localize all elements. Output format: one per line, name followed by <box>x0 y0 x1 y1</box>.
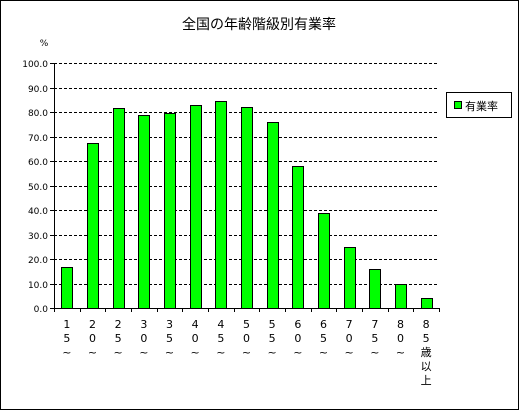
x-tick-label: 45~ <box>216 318 225 359</box>
bar-70~ <box>344 247 356 309</box>
x-tick-char: ~ <box>114 346 123 359</box>
x-tick-char: 5 <box>63 332 70 345</box>
x-tick-char: 5 <box>269 332 276 345</box>
x-tick-char: 歳 <box>421 346 432 359</box>
x-tick-char: 0 <box>89 332 96 345</box>
x-tick-char: 5 <box>320 332 327 345</box>
y-axis-ticks: 0.0 10.0 20.0 30.0 40.0 50.0 60.0 70.0 80.0 90.0 1… <box>22 60 54 315</box>
x-tick-char: 8 <box>423 318 430 331</box>
x-tick-label: 55~ <box>268 318 277 359</box>
x-tick-char: 5 <box>115 332 122 345</box>
bar-80~ <box>395 284 407 309</box>
x-tick-label: 80~ <box>396 318 405 359</box>
legend: 有業率 <box>446 92 512 118</box>
x-tick-char: 4 <box>192 318 199 331</box>
x-tick-char: 5 <box>243 318 250 331</box>
bar-45~ <box>215 101 227 309</box>
legend-swatch <box>454 101 462 109</box>
x-axis-ticks: 15~20~25~30~35~40~45~50~55~60~65~70~75~8… <box>54 308 440 387</box>
bar-50~ <box>241 107 253 309</box>
legend-label: 有業率 <box>465 99 498 113</box>
bar-40~ <box>190 105 202 309</box>
x-tick-char: 0 <box>243 332 250 345</box>
chart-title: 全国の年齢階級別有業率 <box>182 16 336 33</box>
x-tick-char: 0 <box>192 332 199 345</box>
x-tick-char: 3 <box>140 318 147 331</box>
y-tick-label: 60.0 <box>28 158 48 168</box>
x-tick-char: 6 <box>320 318 327 331</box>
y-tick-label: 80.0 <box>28 109 48 119</box>
x-tick-label: 60~ <box>293 318 302 359</box>
x-tick-char: ~ <box>370 346 379 359</box>
y-tick-label: 0.0 <box>34 305 49 315</box>
bar-65~ <box>318 213 330 309</box>
bar-85歳以上 <box>421 298 433 309</box>
bar-55~ <box>267 122 279 309</box>
x-tick-label: 75~ <box>370 318 379 359</box>
y-tick-label: 20.0 <box>28 256 48 266</box>
x-tick-char: ~ <box>396 346 405 359</box>
y-tick-label: 100.0 <box>22 60 48 70</box>
x-tick-label: 15~ <box>62 318 71 359</box>
x-tick-char: 以 <box>421 360 432 373</box>
x-tick-char: 上 <box>421 374 432 387</box>
x-tick-label: 40~ <box>191 318 200 359</box>
x-tick-char: 4 <box>217 318 224 331</box>
bar-75~ <box>369 269 381 309</box>
x-tick-char: 7 <box>346 318 353 331</box>
x-tick-label: 30~ <box>139 318 148 359</box>
x-tick-char: 8 <box>397 318 404 331</box>
x-tick-char: 3 <box>166 318 173 331</box>
x-tick-char: 0 <box>346 332 353 345</box>
y-tick-label: 10.0 <box>28 281 48 291</box>
y-tick-label: 70.0 <box>28 134 48 144</box>
x-tick-char: 6 <box>294 318 301 331</box>
bar-35~ <box>164 113 176 309</box>
axes <box>54 63 439 309</box>
y-tick-label: 30.0 <box>28 232 48 242</box>
x-tick-char: ~ <box>139 346 148 359</box>
x-tick-char: 0 <box>140 332 147 345</box>
x-tick-char: ~ <box>191 346 200 359</box>
x-tick-label: 20~ <box>88 318 97 359</box>
y-tick-label: 50.0 <box>28 183 48 193</box>
x-tick-char: ~ <box>88 346 97 359</box>
x-tick-char: ~ <box>62 346 71 359</box>
x-tick-char: ~ <box>216 346 225 359</box>
x-tick-char: 5 <box>371 332 378 345</box>
x-tick-char: 2 <box>115 318 122 331</box>
y-axis-unit: % <box>40 39 49 49</box>
x-tick-char: ~ <box>268 346 277 359</box>
x-tick-char: 0 <box>397 332 404 345</box>
x-tick-char: ~ <box>345 346 354 359</box>
x-tick-label: 65~ <box>319 318 328 359</box>
bar-30~ <box>138 115 150 309</box>
y-tick-label: 40.0 <box>28 207 48 217</box>
bar-25~ <box>113 108 125 309</box>
bar-15~ <box>61 267 73 309</box>
x-tick-char: 5 <box>423 332 430 345</box>
x-tick-char: 0 <box>294 332 301 345</box>
x-tick-label: 25~ <box>114 318 123 359</box>
x-tick-char: 2 <box>89 318 96 331</box>
x-tick-char: 7 <box>371 318 378 331</box>
x-tick-label: 35~ <box>165 318 174 359</box>
x-tick-char: 5 <box>269 318 276 331</box>
x-tick-char: 5 <box>217 332 224 345</box>
bar-20~ <box>87 143 99 309</box>
x-tick-label: 70~ <box>345 318 354 359</box>
x-tick-char: 1 <box>63 318 70 331</box>
x-tick-char: ~ <box>319 346 328 359</box>
bar-60~ <box>292 166 304 309</box>
x-tick-char: ~ <box>242 346 251 359</box>
x-tick-label: 50~ <box>242 318 251 359</box>
x-tick-char: 5 <box>166 332 173 345</box>
x-tick-char: ~ <box>293 346 302 359</box>
y-tick-label: 90.0 <box>28 85 48 95</box>
x-tick-char: ~ <box>165 346 174 359</box>
